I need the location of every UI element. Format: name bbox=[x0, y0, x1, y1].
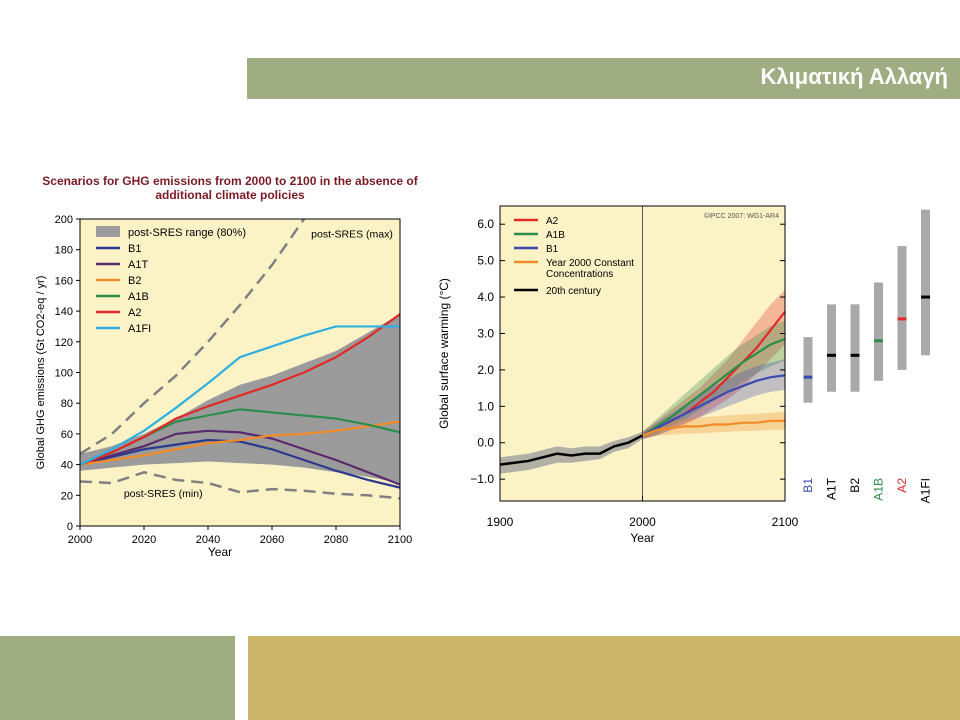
series-line-b2 bbox=[79, 420, 401, 466]
legend-label: B2 bbox=[128, 275, 141, 287]
legend-swatch bbox=[96, 226, 120, 237]
y-tick-label: 140 bbox=[55, 306, 73, 318]
x-tick-label: 2020 bbox=[132, 534, 156, 546]
y-tick-label: 100 bbox=[55, 368, 73, 380]
legend-label: A1B bbox=[128, 291, 149, 303]
range-bar-label: B2 bbox=[848, 478, 862, 493]
legend-label: B1 bbox=[128, 243, 141, 255]
y-tick-label: 5.0 bbox=[477, 254, 494, 268]
y-axis-label: Global surface warming (°C) bbox=[437, 278, 451, 429]
y-tick-label: 0.0 bbox=[477, 436, 494, 450]
series-line-a1b bbox=[641, 337, 786, 437]
legend-label: 20th century bbox=[546, 286, 601, 297]
series-line-year-2000-constant-concentrations bbox=[642, 419, 785, 437]
legend-label: Year 2000 Constant bbox=[546, 258, 634, 269]
series-line-post-sres-max bbox=[79, 218, 306, 455]
range-bar-label: A1FI bbox=[919, 478, 933, 503]
y-tick-label: 160 bbox=[55, 275, 73, 287]
y-tick-label: 3.0 bbox=[477, 326, 494, 340]
range-bar-a2 bbox=[897, 246, 907, 370]
uncertainty-band-a2 bbox=[642, 289, 785, 440]
annotation-post-sres-min: post-SRES (min) bbox=[124, 488, 203, 500]
x-tick-label: 2000 bbox=[68, 534, 92, 546]
range-bar-label: A1B bbox=[872, 478, 886, 501]
range-bar-b2 bbox=[850, 304, 860, 392]
footer-right-block bbox=[248, 636, 960, 720]
range-bar-label: A1T bbox=[825, 477, 839, 500]
footer-left-block bbox=[0, 636, 235, 720]
y-axis-label: Global GHG emissions (Gt CO2-eq / yr) bbox=[35, 276, 47, 470]
series-line-a1fi bbox=[79, 325, 400, 466]
x-tick-label: 2060 bbox=[260, 534, 284, 546]
uncertainty-band-a1b bbox=[642, 320, 785, 440]
y-tick-label: 180 bbox=[55, 245, 73, 257]
legend-label: B1 bbox=[546, 244, 559, 255]
x-tick-label: 2100 bbox=[772, 515, 799, 529]
series-line-b1 bbox=[79, 438, 401, 489]
annotation-post-sres-max: post-SRES (max) bbox=[311, 228, 393, 240]
range-bar-a1fi bbox=[921, 209, 930, 356]
y-tick-label: 6.0 bbox=[477, 217, 494, 231]
y-tick-label: 0 bbox=[67, 521, 73, 533]
y-tick-label: 80 bbox=[61, 398, 73, 410]
x-axis-label: Year bbox=[630, 531, 654, 545]
legend-label: A2 bbox=[546, 216, 559, 227]
legend-label: A1T bbox=[128, 259, 148, 271]
legend-label: post-SRES range (80%) bbox=[128, 227, 246, 239]
series-line-post-sres-min bbox=[79, 470, 401, 500]
y-tick-label: 2.0 bbox=[477, 363, 494, 377]
y-tick-label: 120 bbox=[55, 337, 73, 349]
legend-label: Concentrations bbox=[546, 269, 613, 280]
y-tick-label: 200 bbox=[55, 214, 73, 226]
uncertainty-band-20th-century bbox=[500, 431, 643, 474]
copyright-annotation: ©IPCC 2007: WG1-AR4 bbox=[704, 212, 779, 220]
y-tick-label: 4.0 bbox=[477, 290, 494, 304]
legend-label: A2 bbox=[128, 307, 141, 319]
chart1-title: Scenarios for GHG emissions from 2000 to… bbox=[42, 174, 418, 202]
x-tick-label: 2000 bbox=[629, 515, 656, 529]
x-tick-label: 2080 bbox=[324, 534, 348, 546]
range-bar-label: B1 bbox=[801, 478, 815, 493]
title-bar: Κλιματική Αλλαγή bbox=[247, 58, 960, 99]
x-axis-label: Year bbox=[208, 545, 232, 559]
legend-label: A1FI bbox=[128, 323, 151, 335]
series-line-a1t bbox=[79, 429, 401, 486]
surface-warming-chart: −1.0 0.0 1.0 2.0 3.0 4.0 5.0 6.0 1900 2000 2100 Yea… bbox=[437, 205, 933, 545]
range-bar-a1b bbox=[874, 282, 883, 381]
range-bar-a1t bbox=[827, 304, 836, 392]
y-tick-label: −1.0 bbox=[470, 472, 494, 486]
range-bar-label: A2 bbox=[895, 478, 909, 493]
y-tick-label: 40 bbox=[61, 460, 73, 472]
legend-label: A1B bbox=[546, 230, 565, 241]
x-tick-label: 2040 bbox=[196, 534, 220, 546]
y-tick-label: 20 bbox=[61, 490, 73, 502]
series-line-20th-century bbox=[499, 434, 644, 466]
series-line-a2 bbox=[79, 313, 401, 466]
range-bar-b1 bbox=[803, 337, 813, 403]
slide-title: Κλιματική Αλλαγή bbox=[760, 64, 948, 89]
series-line-b1 bbox=[641, 374, 786, 437]
y-tick-label: 60 bbox=[61, 429, 73, 441]
y-tick-label: 1.0 bbox=[477, 399, 494, 413]
x-tick-label: 1900 bbox=[487, 515, 514, 529]
x-tick-label: 2100 bbox=[388, 534, 412, 546]
